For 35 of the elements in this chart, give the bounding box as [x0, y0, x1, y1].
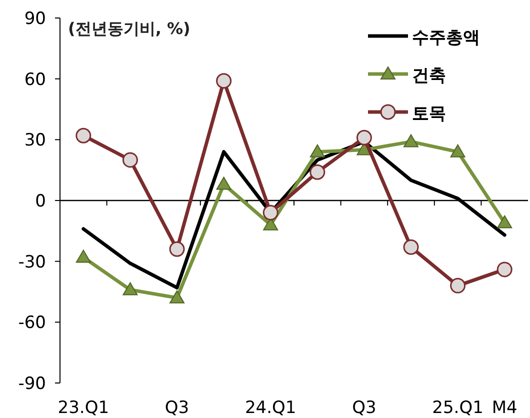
x-tick-label: 24.Q1	[244, 398, 296, 418]
point	[310, 164, 326, 180]
point	[497, 215, 512, 228]
x-tick-label: Q3	[164, 398, 190, 418]
x-tick-label: 25.Q1	[432, 398, 484, 418]
point	[496, 262, 512, 278]
point	[404, 134, 418, 148]
x-tick-label: 23.Q1	[58, 398, 110, 418]
legend-label: 수주총액	[412, 28, 480, 48]
point	[450, 144, 466, 158]
legend-label: 건축	[412, 66, 446, 86]
y-tick-label: -90	[18, 374, 46, 394]
y-tick-label: 0	[35, 192, 46, 212]
x-tick-label: M4	[492, 398, 518, 418]
point	[450, 278, 466, 294]
y-tick-label: 60	[24, 70, 46, 90]
point	[76, 128, 92, 144]
point	[216, 73, 232, 89]
point	[216, 176, 232, 190]
legend-label: 토목	[412, 104, 446, 124]
point	[403, 239, 419, 255]
y-tick-label: 90	[24, 9, 46, 29]
point	[356, 130, 372, 146]
point	[122, 152, 138, 168]
x-tick-label: Q3	[352, 398, 376, 418]
point	[262, 204, 278, 220]
point	[122, 282, 138, 296]
point	[169, 241, 185, 257]
y-tick-label: -30	[18, 252, 46, 272]
y-tick-label: 30	[24, 130, 46, 151]
point	[170, 290, 184, 304]
y-tick-label: -60	[18, 313, 46, 334]
y-axis-title: (전년동기비, %)	[68, 19, 190, 38]
point	[310, 144, 325, 158]
point	[76, 250, 91, 263]
